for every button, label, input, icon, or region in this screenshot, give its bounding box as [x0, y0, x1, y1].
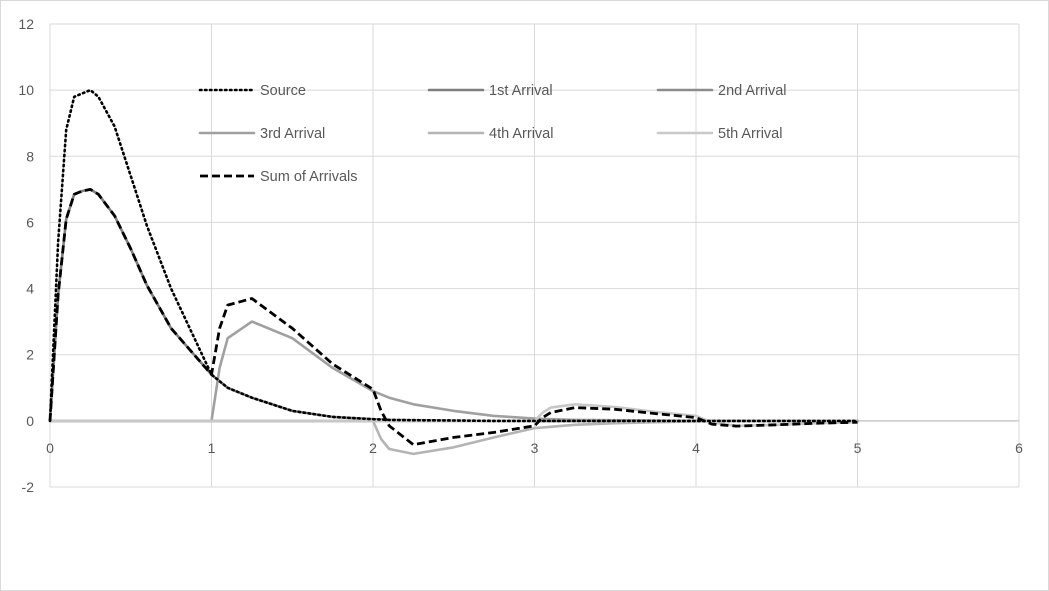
- y-tick-label: 12: [18, 16, 34, 32]
- series-lines: [48, 88, 859, 456]
- x-tick-label: 6: [1015, 440, 1023, 456]
- x-tick-label: 3: [531, 440, 539, 456]
- legend-item-3rd-arrival: 3rd Arrival: [198, 126, 325, 142]
- y-tick-label: 10: [18, 82, 34, 98]
- series-sum-of-arrivals: [48, 188, 858, 447]
- legend-label: 1st Arrival: [489, 83, 553, 99]
- legend-item-sum-of-arrivals: Sum of Arrivals: [200, 169, 358, 185]
- legend-item-5th-arrival: 5th Arrival: [656, 126, 782, 142]
- x-tick-label: 1: [208, 440, 216, 456]
- x-tick-label: 2: [369, 440, 377, 456]
- y-tick-label: 2: [26, 347, 34, 363]
- y-tick-label: 0: [26, 413, 34, 429]
- x-tick-label: 5: [854, 440, 862, 456]
- legend-label: 4th Arrival: [489, 126, 553, 142]
- legend-item-4th-arrival: 4th Arrival: [427, 126, 553, 142]
- series-source: [48, 88, 859, 423]
- series-3rd-arrival: [48, 320, 859, 423]
- legend-label: 2nd Arrival: [718, 83, 787, 99]
- series-5th-arrival: [48, 403, 859, 428]
- y-tick-label: 6: [26, 214, 34, 230]
- x-axis-ticks: 0 1 2 3 4 5 6: [46, 440, 1023, 456]
- x-tick-label: 4: [692, 440, 700, 456]
- legend-label: Sum of Arrivals: [260, 169, 358, 185]
- y-tick-label: 8: [26, 148, 34, 164]
- x-tick-label: 0: [46, 440, 54, 456]
- y-tick-label: -2: [22, 479, 35, 495]
- legend-label: 3rd Arrival: [260, 126, 325, 142]
- legend-item-source: Source: [198, 83, 306, 99]
- y-axis-ticks: 12 10 8 6 4 2 0 -2: [18, 16, 34, 495]
- series-1st-arrival: [48, 188, 859, 423]
- legend: Source 1st Arrival 2nd Arrival 3rd Arrival 4…: [198, 83, 787, 185]
- y-tick-label: 4: [26, 281, 34, 297]
- legend-item-2nd-arrival: 2nd Arrival: [656, 83, 787, 99]
- legend-item-1st-arrival: 1st Arrival: [427, 83, 553, 99]
- legend-label: 5th Arrival: [718, 126, 782, 142]
- legend-label: Source: [260, 83, 306, 99]
